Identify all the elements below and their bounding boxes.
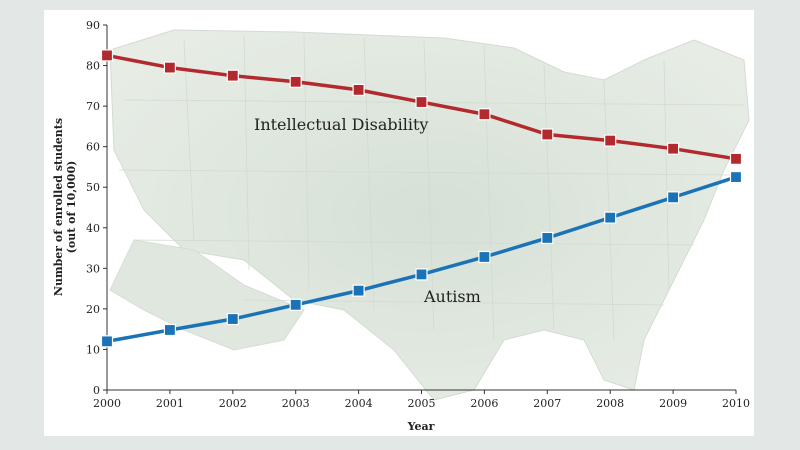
data-point-autism bbox=[666, 191, 680, 204]
data-point-autism bbox=[100, 335, 114, 348]
x-axis-title: Year bbox=[407, 420, 435, 433]
y-tick-label: 80 bbox=[86, 60, 100, 73]
data-point-autism bbox=[226, 312, 239, 326]
data-point-autism bbox=[163, 323, 177, 337]
series-label-intellectual-disability: Intellectual Disability bbox=[254, 115, 428, 134]
series-markers bbox=[100, 49, 743, 348]
x-tick-label: 2009 bbox=[659, 397, 687, 410]
data-point-intellectual-disability bbox=[352, 83, 365, 96]
x-tick-label: 2007 bbox=[533, 397, 561, 410]
data-point-autism bbox=[352, 284, 365, 297]
data-point-autism bbox=[729, 170, 743, 184]
y-tick-label: 30 bbox=[86, 262, 100, 275]
data-point-intellectual-disability bbox=[226, 69, 239, 82]
y-tick-label: 50 bbox=[86, 181, 100, 194]
x-tick-label: 2010 bbox=[722, 397, 750, 410]
y-tick-label: 10 bbox=[86, 343, 100, 356]
data-point-autism bbox=[289, 298, 302, 311]
data-point-intellectual-disability bbox=[541, 128, 554, 141]
y-axis-title-line1: Number of enrolled students bbox=[52, 118, 65, 296]
x-tick-label: 2008 bbox=[596, 397, 624, 410]
y-tick-label: 0 bbox=[93, 384, 100, 397]
data-point-autism bbox=[478, 250, 491, 264]
x-tick-label: 2006 bbox=[470, 397, 498, 410]
y-tick-label: 20 bbox=[86, 303, 100, 316]
data-point-autism bbox=[604, 211, 617, 224]
x-tick-label: 2001 bbox=[156, 397, 184, 410]
data-point-intellectual-disability bbox=[415, 95, 428, 109]
data-point-autism bbox=[541, 231, 554, 245]
data-point-intellectual-disability bbox=[666, 142, 680, 155]
y-tick-labels: 0 10 20 30 40 50 60 70 80 90 bbox=[86, 19, 107, 397]
x-tick-labels: 2000 2001 2002 2003 2004 2005 2006 2007 2008 2009… bbox=[93, 390, 750, 410]
x-tick-label: 2004 bbox=[345, 397, 373, 410]
line-chart: 0 10 20 30 40 50 60 70 80 90 2000 2001 2002 2003 2004… bbox=[52, 19, 750, 433]
series-label-autism: Autism bbox=[423, 287, 481, 306]
x-tick-label: 2002 bbox=[219, 397, 247, 410]
x-tick-label: 2000 bbox=[93, 397, 121, 410]
data-point-intellectual-disability bbox=[729, 152, 743, 165]
y-tick-label: 40 bbox=[86, 222, 100, 235]
y-tick-label: 90 bbox=[86, 19, 100, 32]
data-point-intellectual-disability bbox=[289, 75, 302, 88]
chart-frame: 0 10 20 30 40 50 60 70 80 90 2000 2001 2002 2003 2004… bbox=[44, 10, 754, 436]
data-point-intellectual-disability bbox=[100, 49, 114, 62]
y-axis-title-line2: (out of 10,000) bbox=[65, 161, 78, 254]
x-tick-label: 2005 bbox=[408, 397, 436, 410]
x-tick-label: 2003 bbox=[282, 397, 310, 410]
data-point-intellectual-disability bbox=[163, 61, 177, 74]
data-point-intellectual-disability bbox=[604, 134, 617, 147]
map-background bbox=[109, 29, 750, 401]
y-tick-label: 70 bbox=[86, 100, 100, 113]
y-tick-label: 60 bbox=[86, 141, 100, 154]
data-point-autism bbox=[415, 268, 428, 281]
data-point-intellectual-disability bbox=[478, 108, 491, 121]
